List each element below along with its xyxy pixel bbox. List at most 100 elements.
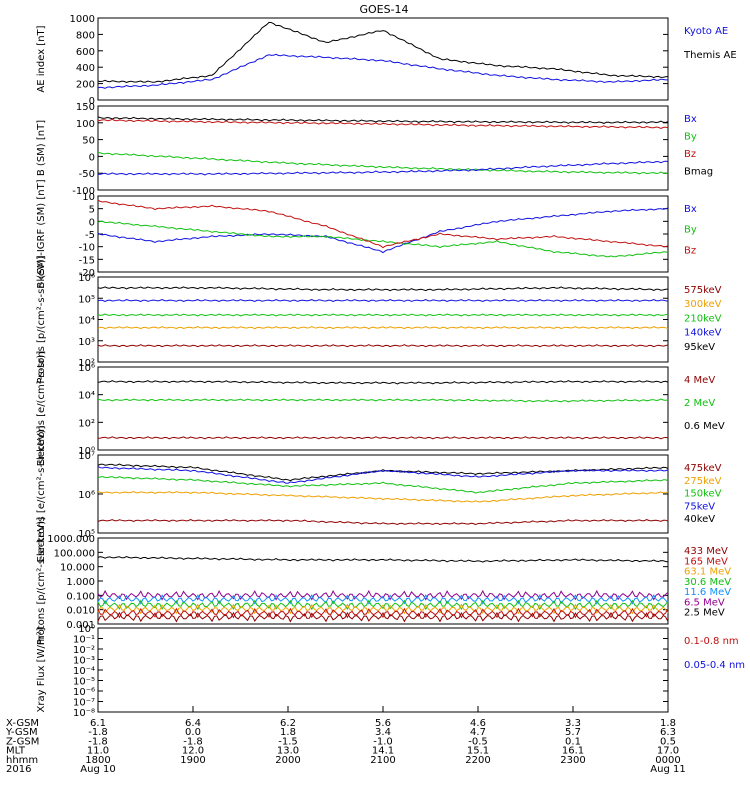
date-start-label: Aug 10 (80, 764, 115, 775)
x-row-value: 17.0 (657, 746, 679, 757)
legend-entry: 30.6 MeV (684, 577, 731, 588)
figure-title: GOES-14 (359, 3, 408, 16)
legend-entry: 75keV (684, 501, 715, 512)
series-line-75kev (97, 466, 669, 484)
x-row-value: 11.0 (87, 746, 109, 757)
x-row-value: -1.8 (88, 736, 108, 747)
legend-entry: 0.05-0.4 nm (684, 660, 745, 671)
series-line-0.6-mev (97, 380, 669, 385)
series-line-40kev (97, 463, 669, 482)
legend-entry: 165 MeV (684, 556, 728, 567)
x-row-value: 2000 (275, 755, 300, 766)
series-line-210kev (97, 313, 669, 317)
y-tick-label: 1000 (70, 14, 95, 25)
x-row-value: 3.4 (375, 727, 391, 738)
series-line-150kev (97, 476, 669, 494)
x-row-value: 2100 (370, 755, 395, 766)
series-line-433-mev (97, 611, 669, 623)
y-tick-label: 10⁻³ (73, 656, 95, 667)
x-row-value: 1.8 (280, 727, 296, 738)
y-tick-label: 10⁷ (78, 451, 95, 462)
legend-entry: 210keV (684, 313, 722, 324)
y-tick-label: 150 (76, 102, 95, 113)
legend-entry: 575keV (684, 285, 722, 296)
x-row-value: 0000 (655, 755, 680, 766)
series-line-bmag (97, 116, 669, 124)
panel-6: 10⁷ 10⁶ 10⁵ Electrons [e/(cm²-s-sr-keV)] 475… (36, 425, 722, 562)
panel-1: 1000 800 600 400 200 0 AE index [nT] Kyoto AE Th… (36, 14, 737, 107)
legend-entry: Bmag (684, 167, 713, 178)
y-tick-label: 10 (82, 192, 95, 203)
panel-5: 10⁶ 10⁴ 10² 10⁰ Electrons [e/(cm²-s-sr)] 4 Me… (36, 351, 725, 467)
y-tick-label: 10⁻⁵ (73, 677, 95, 688)
panel-4: 10⁶ 10⁵ 10⁴ 10³ 10² Protons [p/(cm²-s-sr-keV)… (36, 255, 722, 383)
x-row-value: 12.0 (182, 746, 204, 757)
y-tick-label: 0 (89, 217, 95, 228)
series-line-2.5-mev (97, 555, 669, 563)
y-tick-label: 10⁵ (78, 529, 95, 540)
series-line-63.1-mev (97, 603, 669, 615)
legend-entry: 6.5 MeV (684, 597, 725, 608)
y-tick-label: 10⁻⁸ (73, 708, 95, 719)
year-label: 2016 (6, 764, 31, 775)
y-axis-label: Xray Flux [W/m²] (36, 627, 47, 712)
x-row-value: 6.3 (660, 727, 676, 738)
x-row-value: 6.2 (280, 718, 296, 729)
x-row-label: Z-GSM (6, 736, 39, 747)
x-row-value: 1.8 (660, 718, 676, 729)
series-line-by (97, 151, 669, 175)
legend-entry: 475keV (684, 463, 722, 474)
x-row-value: 14.1 (372, 746, 394, 757)
y-tick-label: 0 (89, 96, 95, 107)
date-end-label: Aug 11 (650, 764, 685, 775)
x-row-label: hhmm (6, 755, 38, 766)
y-tick-label: 10⁻⁶ (73, 687, 95, 698)
x-row-value: 3.3 (565, 718, 581, 729)
series-line-30.6-mev (97, 599, 669, 611)
x-row-value: -1.8 (88, 727, 108, 738)
panel-2: 150 100 50 0 -50 -100 B (SM) [nT] Bx By Bz Bmag (36, 102, 713, 197)
legend-entry: By (684, 225, 697, 236)
legend-entry: 300keV (684, 299, 722, 310)
y-tick-label: 0.010 (66, 606, 95, 617)
legend-entry: 4 MeV (684, 375, 715, 386)
panel-7: 1000.000 100.000 10.000 1.000 0.100 0.010 0.00… (36, 517, 731, 645)
x-row-value: 1900 (180, 755, 205, 766)
legend-entry: 95keV (684, 342, 715, 353)
legend-entry: 150keV (684, 489, 722, 500)
x-row-value: 0.0 (185, 727, 201, 738)
series-line-275kev (97, 490, 669, 503)
legend-entry: 40keV (684, 514, 715, 525)
y-tick-label: 10⁻¹ (73, 635, 95, 646)
legend-entry: 0.1-0.8 nm (684, 636, 739, 647)
y-axis-label: Electrons [e/(cm²-s-sr-keV)] (36, 425, 47, 562)
panel-frame (97, 17, 669, 101)
panel-3: 10 50 -5 -10-15 -20 B (SM)-IGRF (SM) [nT] Bx By… (36, 179, 697, 288)
y-tick-label: 10⁰ (78, 446, 95, 457)
y-tick-label: 10⁻⁴ (73, 666, 95, 677)
series-line-by (97, 220, 669, 258)
x-row-value: 16.1 (562, 746, 584, 757)
y-tick-label: 800 (76, 30, 95, 41)
series-line-bx (97, 207, 669, 254)
series-line-475kev (97, 519, 669, 526)
y-tick-label: -20 (79, 268, 95, 279)
y-tick-label: 600 (76, 47, 95, 58)
series-line-bx (97, 160, 669, 176)
y-tick-label: 10⁴ (78, 391, 95, 402)
x-row-label: X-GSM (6, 718, 39, 729)
legend-entry: 433 MeV (684, 546, 728, 557)
series-line-575kev (97, 344, 669, 348)
series-line-4-mev (97, 436, 669, 440)
y-tick-label: 10⁵ (78, 294, 95, 305)
panel-frame (97, 105, 669, 191)
y-tick-label: 10.000 (60, 563, 95, 574)
legend-entry: 11.6 MeV (684, 587, 731, 598)
x-axis-labels: X-GSM 6.1 6.4 6.2 5.6 4.6 3.3 1.8Y-GSM -1.8 0.0 1.… (5, 706, 686, 775)
series-line-140kev (97, 298, 669, 303)
y-tick-label: 100.000 (54, 548, 95, 559)
x-row-value: 6.4 (185, 718, 201, 729)
